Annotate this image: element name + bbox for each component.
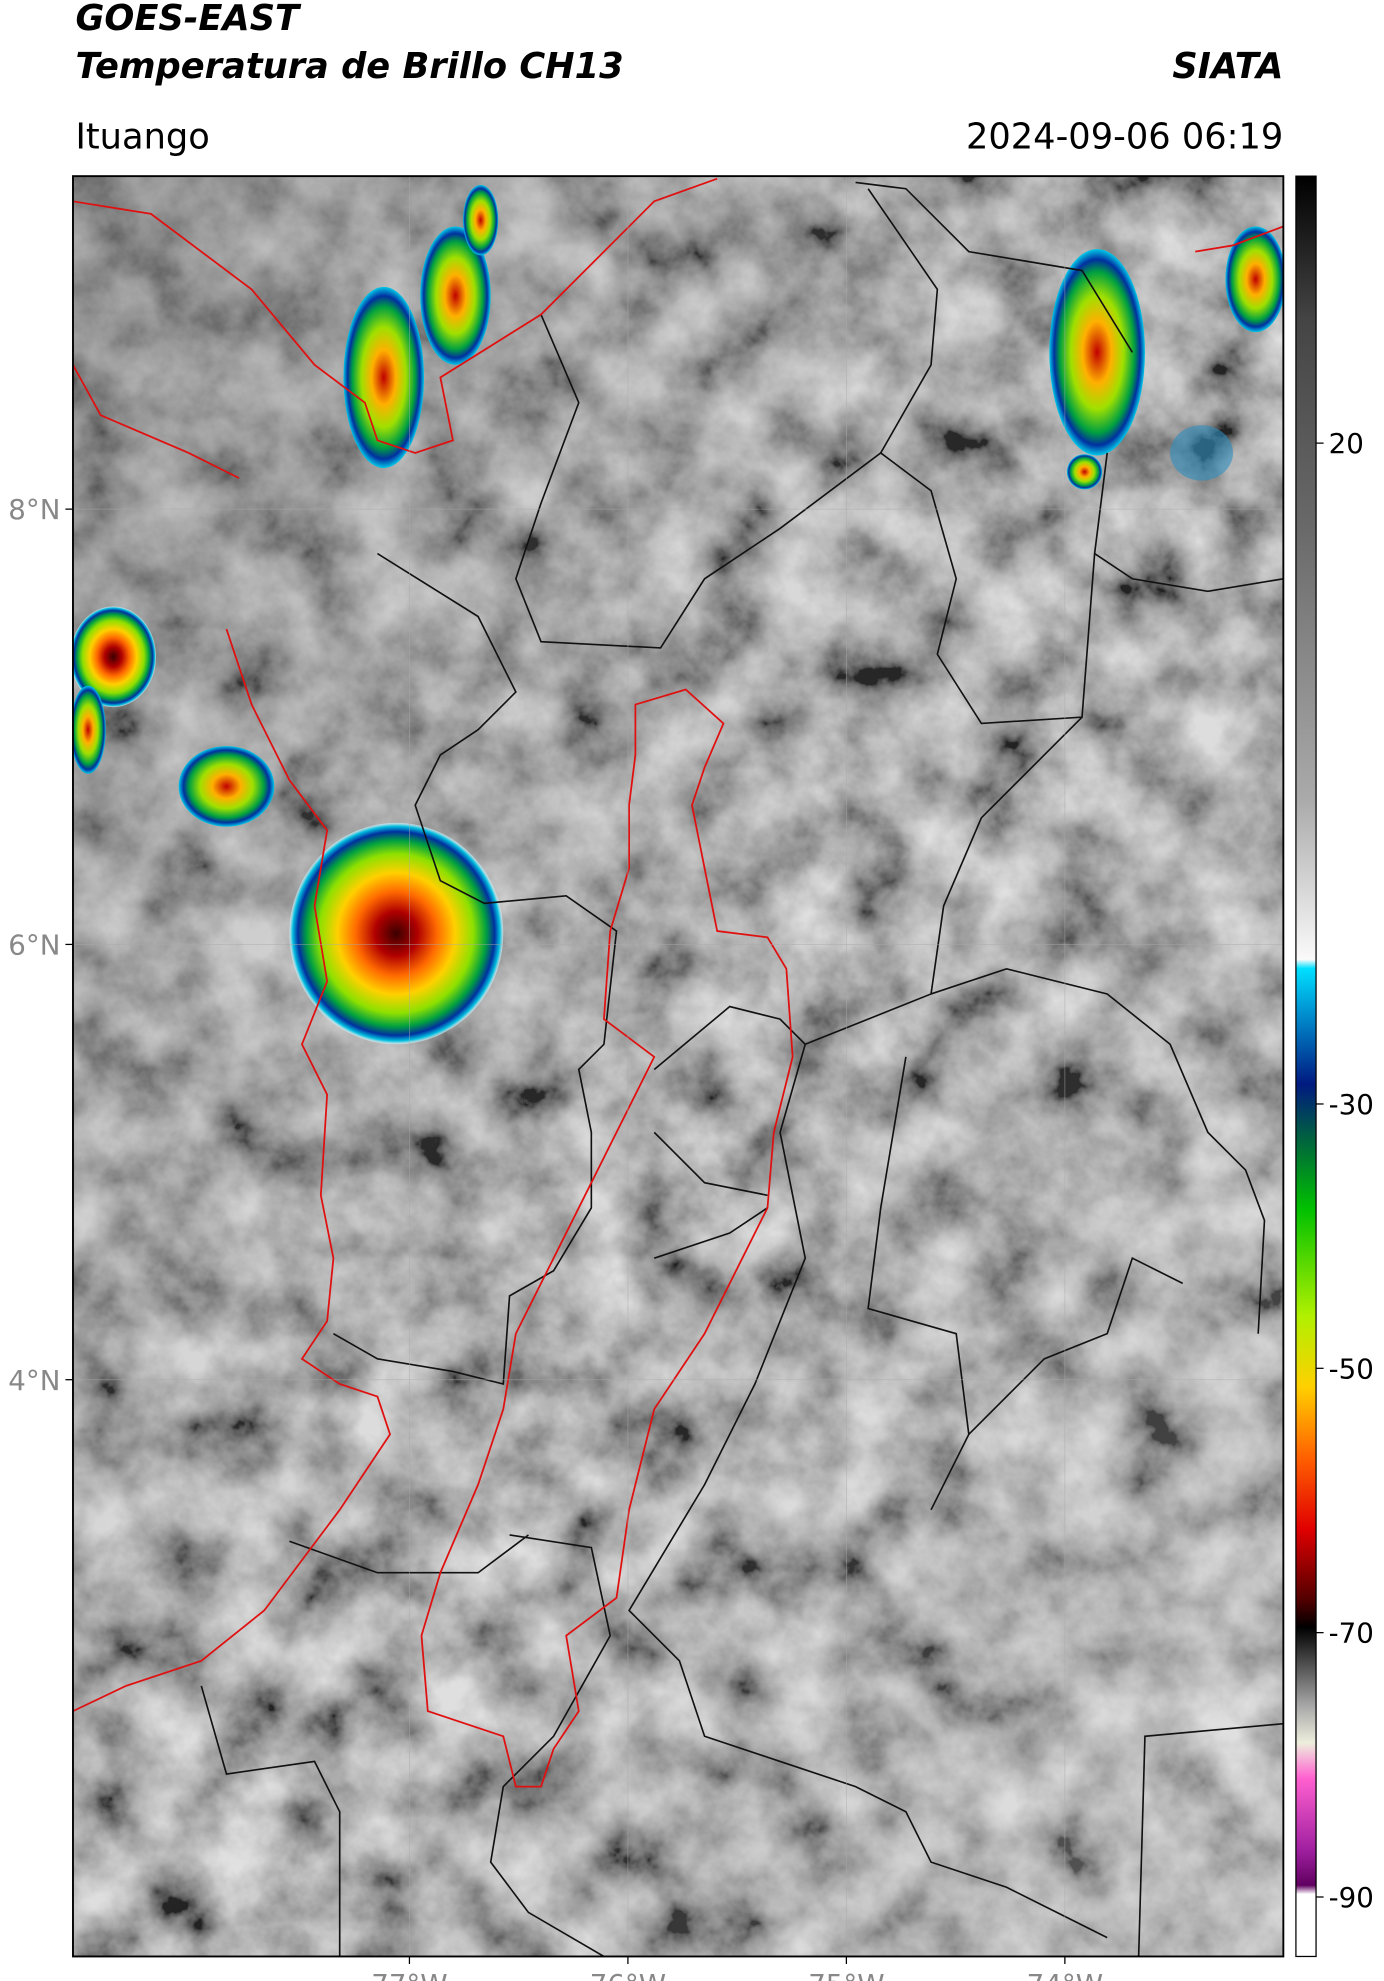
- storm-cell: [1170, 425, 1234, 481]
- borders: [200, 181, 1284, 1957]
- storm-cell: [463, 184, 499, 256]
- x-tick-label: 75°W: [808, 1968, 884, 1981]
- map-frame: [72, 175, 1285, 1958]
- colorbar: [1295, 175, 1317, 1958]
- graticule: [72, 176, 1284, 1957]
- storm-cell: [289, 822, 504, 1045]
- storms: [72, 184, 1284, 1045]
- colorbar-tick-label: -70: [1329, 1617, 1374, 1650]
- storm-cell: [1066, 454, 1103, 490]
- timestamp: 2024-09-06 06:19: [966, 116, 1283, 157]
- credit: SIATA: [1172, 46, 1283, 87]
- x-tick-label: 74°W: [1027, 1968, 1103, 1981]
- x-tick-label: 76°W: [590, 1968, 666, 1981]
- subtitle: Temperatura de Brillo CH13: [75, 46, 623, 87]
- title: GOES-EAST: [75, 0, 302, 39]
- colorbar-tick-label: -30: [1329, 1088, 1374, 1121]
- y-tick-label: 4°N: [8, 1364, 60, 1397]
- storm-cell: [343, 286, 425, 469]
- satellite-image: [72, 176, 1284, 1957]
- y-tick-label: 8°N: [8, 493, 60, 526]
- location: Ituango: [75, 116, 209, 157]
- storm-cell: [72, 606, 157, 708]
- colorbar-tick-label: 20: [1329, 427, 1364, 460]
- red-outlines: [72, 177, 1284, 1788]
- storm-cell: [178, 746, 275, 827]
- storm-cell: [1049, 249, 1145, 456]
- storm-cell: [420, 226, 491, 365]
- colorbar-tick-label: -50: [1329, 1352, 1374, 1385]
- x-tick-label: 77°W: [371, 1968, 447, 1981]
- colorbar-tick-label: -90: [1329, 1881, 1374, 1914]
- storm-cell: [1225, 226, 1284, 333]
- y-tick-label: 6°N: [8, 928, 60, 961]
- storm-cell: [72, 685, 106, 774]
